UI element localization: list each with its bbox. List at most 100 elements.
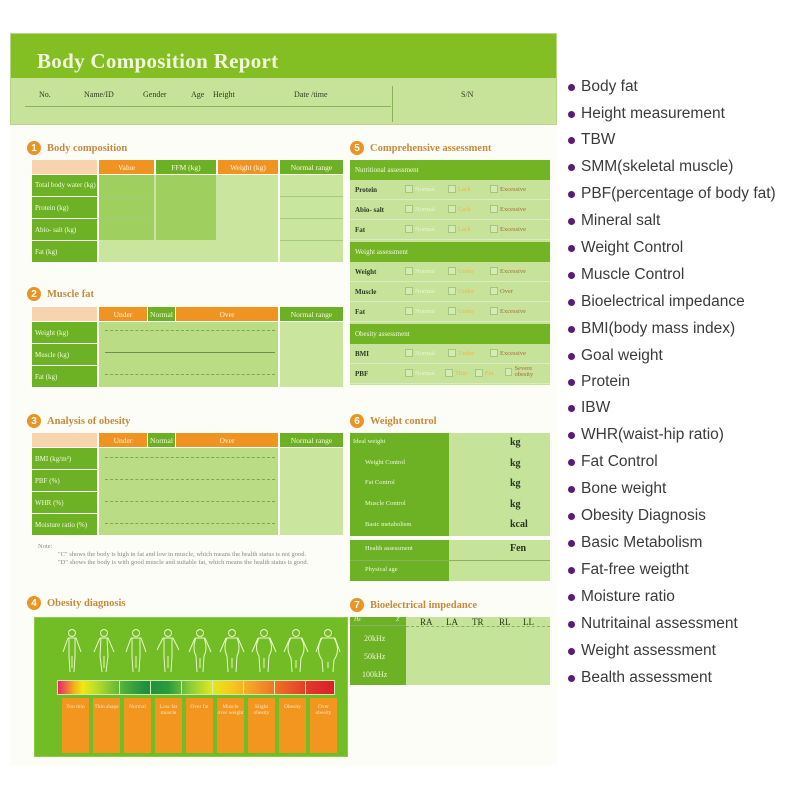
option-under[interactable]: Under [448,267,474,275]
option-normal[interactable]: Normal [405,185,435,193]
checkbox-icon[interactable] [448,185,456,193]
header-field-gender: Gender [143,90,167,99]
feature-item: Goal weight [568,347,663,365]
option-normal[interactable]: Normal [405,349,435,357]
feature-item: SMM(skeletal muscle) [568,158,733,176]
frequency-column-bg [350,617,406,685]
bullet-icon [568,136,575,144]
col-under: Under [99,433,147,447]
divider [350,560,550,561]
option-excessive[interactable]: Excessive [490,267,526,275]
diagnosis-over-fat: Over fat [186,698,213,753]
checkbox-icon[interactable] [405,349,413,357]
feature-label: SMM(skeletal muscle) [581,158,734,175]
checkbox-icon[interactable] [405,307,413,315]
option-excessive[interactable]: Excessive [490,349,526,357]
checkbox-icon[interactable] [505,368,513,376]
option-excessive[interactable]: Excessive [490,205,526,213]
row-moisture-ratio: Moisture ratio (%) [32,514,97,535]
checkbox-icon[interactable] [448,287,456,295]
option-label: Under [458,349,475,357]
checkbox-icon[interactable] [448,225,456,233]
body-figure-icon [125,629,147,673]
option-under[interactable]: Under [448,349,474,357]
feature-item: Obesity Diagnosis [568,507,706,525]
feature-label: IBW [581,399,611,416]
checkbox-icon[interactable] [448,307,456,315]
col-normal-range: Normal range [280,433,343,447]
assessment-row-fat-weight: Fat Normal Under Excessive [350,302,550,322]
checkbox-icon[interactable] [445,369,453,377]
feature-label: Bioelectrical impedance [581,293,745,310]
unit-basic-metabolism: kcal [510,519,528,530]
unit-ideal-weight: kg [510,437,521,448]
option-under[interactable]: Under [448,287,474,295]
feature-label: Protein [581,373,631,390]
col-normal: Normal [148,307,175,321]
unit-muscle-control: kg [510,499,521,510]
checkbox-icon[interactable] [448,267,456,275]
header-field-height: Height [213,90,235,99]
bullet-icon [568,431,575,439]
option-label: Under [458,287,475,295]
checkbox-icon[interactable] [405,225,413,233]
option-normal[interactable]: Normal [405,307,435,315]
checkbox-icon[interactable] [490,185,498,193]
feature-label: Mineral salt [581,212,661,229]
option-label: Excessive [500,267,526,275]
unit-health-assessment: Fen [510,543,527,554]
checkbox-icon[interactable] [490,307,498,315]
option-label: Normal [415,287,435,295]
feature-label: Bealth assessment [581,669,712,686]
checkbox-icon[interactable] [490,267,498,275]
label-physical-age: Physical age [365,566,398,573]
table-corner [32,433,97,447]
section-number-badge: 4 [27,596,41,610]
label-ideal-weight: Ideal weight [353,438,386,445]
label-fat-control: Fat Control [365,479,395,486]
feature-label: Bone weight [581,480,667,497]
option-thin[interactable]: Thin [445,369,467,377]
checkbox-icon[interactable] [490,287,498,295]
feature-item: Protein [568,373,630,391]
table-corner [32,160,97,174]
option-lack[interactable]: Lack [448,225,471,233]
option-normal[interactable]: Normal [405,225,435,233]
option-normal[interactable]: Normal [405,287,435,295]
option-normal[interactable]: Normal [405,369,435,377]
body-figure-icon [315,629,341,673]
assessment-row-protein: Protein Normal Lack Excessive [350,180,550,200]
checkbox-icon[interactable] [448,349,456,357]
section-title-comprehensive-assessment: 5 Comprehensive assessment [350,141,491,155]
option-fat[interactable]: Fat [475,369,493,377]
option-severe-obesity[interactable]: Severe obesity [505,365,549,378]
checkbox-icon[interactable] [405,185,413,193]
body-figure-icon [283,629,309,673]
checkbox-icon[interactable] [490,349,498,357]
bullet-icon [568,539,575,547]
checkbox-icon[interactable] [490,225,498,233]
checkbox-icon[interactable] [405,287,413,295]
checkbox-icon[interactable] [405,369,413,377]
section-title-text: Analysis of obesity [47,415,131,427]
option-excessive[interactable]: Excessive [490,225,526,233]
checkbox-icon[interactable] [490,205,498,213]
option-over[interactable]: Over [490,287,513,295]
option-excessive[interactable]: Excessive [490,307,526,315]
option-normal[interactable]: Normal [405,267,435,275]
checkbox-icon[interactable] [475,369,483,377]
checkbox-icon[interactable] [405,205,413,213]
option-label: Lack [458,225,471,233]
checkbox-icon[interactable] [405,267,413,275]
option-under[interactable]: Under [448,307,474,315]
option-lack[interactable]: Lack [448,185,471,193]
checkbox-icon[interactable] [448,205,456,213]
body-figure-icon [62,629,82,673]
option-lack[interactable]: Lack [448,205,471,213]
section-title-analysis-obesity: 3 Analysis of obesity [27,414,130,428]
feature-item: WHR(waist-hip ratio) [568,426,724,444]
option-normal[interactable]: Normal [405,205,435,213]
option-label: Over [500,287,513,295]
option-excessive[interactable]: Excessive [490,185,526,193]
col-weight: Weight (kg) [218,160,278,174]
